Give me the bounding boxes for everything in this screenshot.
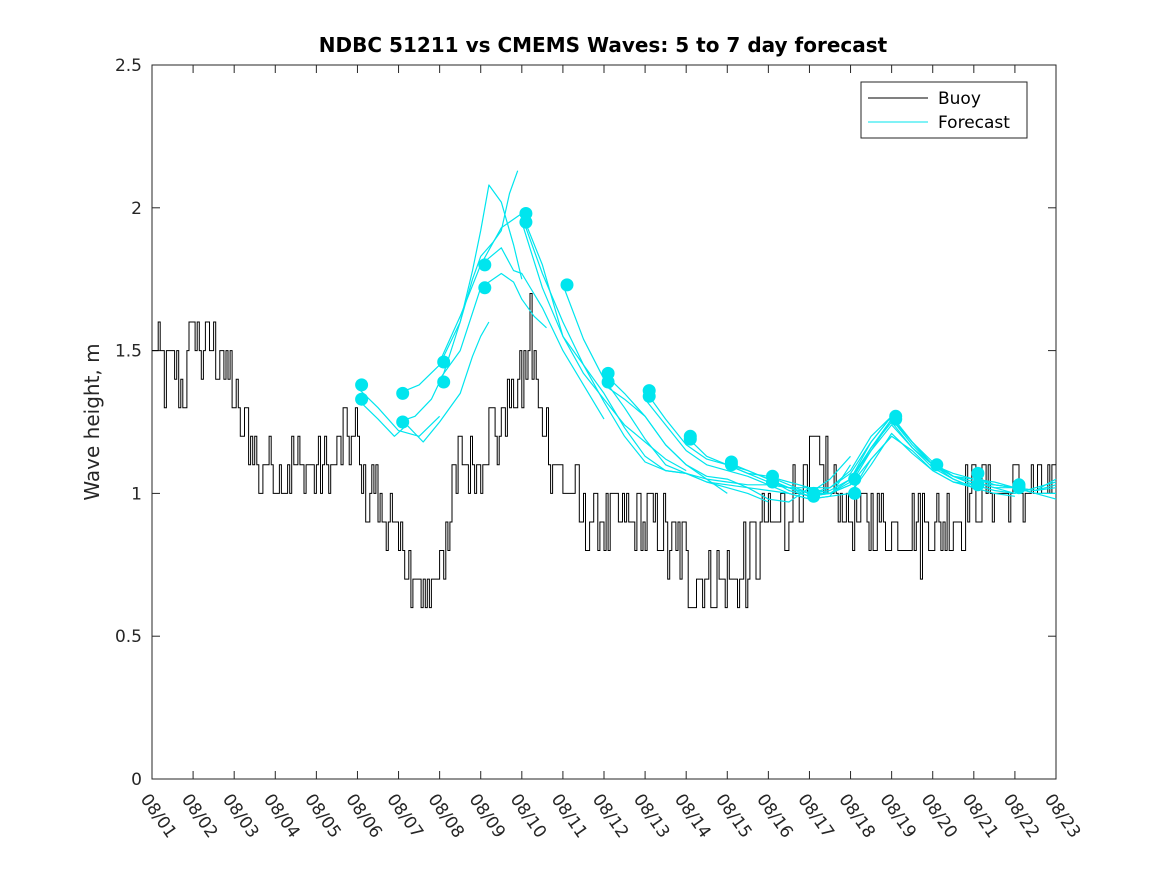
forecast-line [357, 387, 441, 437]
x-tick-label: 08/18 [834, 790, 878, 842]
forecast-line [357, 321, 490, 443]
x-tick-label: 08/21 [958, 790, 1002, 842]
x-tick-label: 08/15 [711, 790, 755, 842]
forecast-marker [396, 386, 410, 400]
forecast-marker [355, 392, 369, 406]
x-tick-label: 08/12 [588, 790, 632, 842]
forecast-line [439, 247, 605, 420]
y-tick-label: 1.5 [115, 342, 142, 362]
x-tick-label: 08/13 [629, 790, 673, 842]
y-tick-label: 1 [131, 484, 142, 504]
forecast-marker [1012, 481, 1026, 495]
forecast-marker [437, 355, 451, 369]
forecast-marker [478, 281, 492, 295]
x-tick-label: 08/03 [218, 790, 262, 842]
x-tick-label: 08/22 [999, 790, 1043, 842]
forecast-marker [971, 466, 985, 480]
forecast-markers [355, 207, 1026, 503]
x-tick-label: 08/01 [136, 790, 180, 842]
x-tick-label: 08/05 [300, 790, 344, 842]
forecast-marker [848, 472, 862, 486]
forecast-marker [437, 375, 451, 389]
y-tick-label: 2.5 [115, 56, 142, 76]
forecast-marker [519, 215, 533, 229]
y-tick-label: 0.5 [115, 627, 142, 647]
buoy-line [152, 293, 1056, 609]
forecast-marker [766, 475, 779, 489]
plot-area [151, 64, 1057, 780]
x-tick-label: 08/06 [341, 790, 385, 842]
x-tick-label: 08/23 [1040, 790, 1084, 842]
legend-box [860, 81, 1028, 139]
forecast-marker [601, 375, 615, 389]
forecast-marker [848, 486, 862, 500]
legend-buoy-label: Buoy [938, 89, 981, 109]
x-tick-label: 08/04 [259, 790, 303, 842]
forecast-marker [724, 458, 738, 472]
x-tick-label: 08/07 [382, 790, 426, 842]
x-tick-label: 08/11 [547, 790, 591, 842]
legend-forecast-label: Forecast [938, 113, 1010, 133]
y-tick-label: 0 [131, 770, 142, 790]
forecast-marker [889, 412, 903, 426]
forecast-marker [930, 458, 944, 472]
x-tick-label: 08/08 [424, 790, 468, 842]
forecast-marker [807, 489, 821, 503]
chart-title: NDBC 51211 vs CMEMS Waves: 5 to 7 day fo… [319, 33, 888, 57]
forecast-marker [971, 478, 985, 492]
forecast-marker [478, 258, 492, 272]
forecast-line [521, 221, 728, 494]
forecast-marker [560, 278, 574, 292]
x-tick-label: 08/14 [670, 790, 714, 842]
forecast-marker [683, 432, 697, 446]
x-tick-label: 08/17 [793, 790, 837, 842]
x-tick-label: 08/20 [917, 790, 961, 842]
x-tick-label: 08/10 [506, 790, 550, 842]
forecast-marker [396, 415, 410, 429]
legend: Buoy Forecast [860, 81, 1028, 139]
buoy-series [152, 293, 1056, 609]
x-tick-label: 08/19 [876, 790, 920, 842]
forecast-marker [642, 389, 656, 403]
forecast-marker [355, 378, 369, 392]
forecast-line [521, 216, 769, 503]
x-tick-label: 08/02 [177, 790, 221, 842]
y-axis-label: Wave height, m [80, 343, 104, 500]
x-tick-label: 08/09 [465, 790, 509, 842]
forecast-line [439, 272, 547, 380]
y-axis: 0 0.5 1 1.5 2 2.5 [115, 56, 1056, 790]
x-tick-label: 08/16 [752, 790, 796, 842]
y-tick-label: 2 [131, 199, 142, 219]
forecast-line [398, 170, 519, 423]
